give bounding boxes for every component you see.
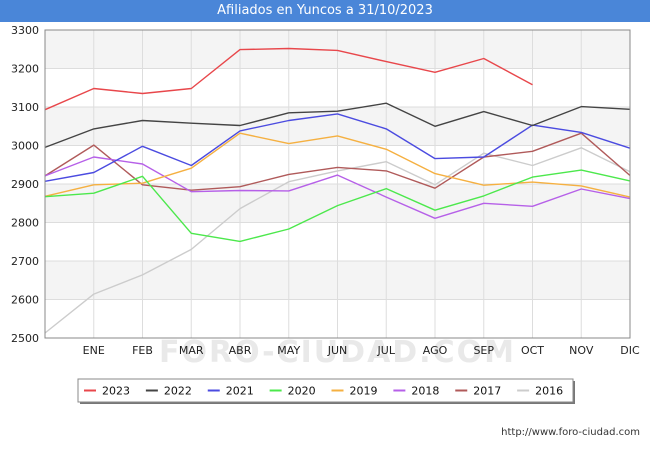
x-tick-label: MAY	[277, 344, 300, 357]
y-tick-label: 3300	[11, 24, 39, 37]
x-tick-label: JUN	[327, 344, 348, 357]
x-tick-label: SEP	[473, 344, 494, 357]
x-tick-label: FEB	[132, 344, 153, 357]
y-tick-label: 3200	[11, 63, 39, 76]
x-tick-label: DIC	[620, 344, 640, 357]
x-tick-label: MAR	[179, 344, 204, 357]
x-tick-label: ABR	[229, 344, 252, 357]
legend-box	[77, 378, 574, 403]
series-line-2022	[44, 102, 631, 149]
y-tick-label: 2700	[11, 255, 39, 268]
series-line-2019	[44, 132, 631, 198]
legend-label-2021: 2021	[226, 385, 254, 398]
watermark-layer: FORO-CIUDAD.COM	[159, 335, 516, 370]
y-tick-label: 3000	[11, 140, 39, 153]
watermark: FORO-CIUDAD.COM	[159, 335, 516, 370]
x-tick-label: OCT	[521, 344, 544, 357]
series-line-2020	[44, 169, 631, 243]
legend-label-2019: 2019	[350, 385, 378, 398]
legend-label-2023: 2023	[102, 385, 130, 398]
footer-url: http://www.foro-ciudad.com	[501, 427, 640, 438]
series-line-2023	[44, 47, 533, 111]
y-tick-label: 2900	[11, 178, 39, 191]
y-tick-label: 3100	[11, 101, 39, 114]
series-line-2017	[44, 132, 631, 191]
x-tick-label: ENE	[83, 344, 105, 357]
x-tick-label: AGO	[423, 344, 448, 357]
series-line-2016	[44, 147, 631, 334]
legend-label-2020: 2020	[288, 385, 316, 398]
x-tick-label: NOV	[569, 344, 594, 357]
series-layer	[44, 47, 631, 334]
legend-label-2022: 2022	[164, 385, 192, 398]
y-tick-label: 2800	[11, 217, 39, 230]
x-tick-label: JUL	[377, 344, 396, 357]
plot-frame	[44, 29, 631, 339]
y-tick-label: 2600	[11, 294, 39, 307]
legend: 2023 2022 2021 2020 2019 2018 2017 2016	[77, 378, 575, 404]
axes: 2500 2600 2700 2800 2900 3000 3100 3200 3300 ENE F…	[11, 24, 640, 357]
legend-label-2017: 2017	[473, 385, 501, 398]
series-line-2018	[44, 156, 631, 220]
y-tick-label: 2500	[11, 332, 39, 345]
legend-label-2016: 2016	[535, 385, 563, 398]
legend-label-2018: 2018	[411, 385, 439, 398]
chart-title: Afiliados en Yuncos a 31/10/2023	[0, 0, 650, 22]
